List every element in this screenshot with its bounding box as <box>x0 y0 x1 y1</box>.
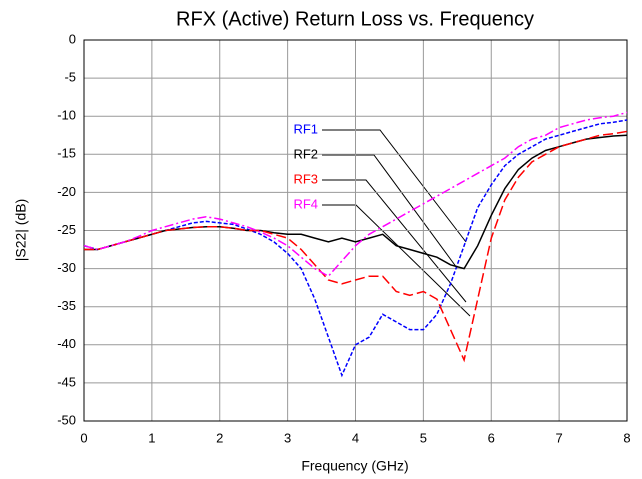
series-label: RF3 <box>293 171 318 186</box>
x-tick-label: 4 <box>352 430 359 445</box>
chart-title: RFX (Active) Return Loss vs. Frequency <box>176 8 534 30</box>
series-label: RF2 <box>293 146 318 161</box>
y-tick-label: -40 <box>57 336 76 351</box>
y-tick-label: 0 <box>69 31 76 46</box>
y-tick-label: -45 <box>57 374 76 389</box>
x-axis-label: Frequency (GHz) <box>301 458 408 474</box>
x-tick-label: 7 <box>556 430 563 445</box>
series-line <box>83 119 628 378</box>
leader-line <box>322 204 471 317</box>
y-tick-label: -10 <box>57 108 76 123</box>
y-tick-label: -50 <box>57 412 76 427</box>
series-line <box>84 130 628 363</box>
y-tick-label: -35 <box>57 298 76 313</box>
leader-line <box>322 154 458 269</box>
x-tick-label: 1 <box>148 430 155 445</box>
y-axis-label: |S22| (dB) <box>13 199 29 262</box>
y-tick-label: -30 <box>57 260 76 275</box>
x-tick-label: 2 <box>216 430 223 445</box>
series-line <box>83 111 628 278</box>
series-label: RF1 <box>293 121 318 136</box>
leader-line <box>322 179 467 303</box>
plot-frame <box>83 39 628 422</box>
y-tick-label: -25 <box>57 222 76 237</box>
x-tick-label: 5 <box>420 430 427 445</box>
x-tick-label: 8 <box>623 430 630 445</box>
series-label: RF4 <box>293 196 318 211</box>
y-tick-label: -5 <box>64 70 76 85</box>
y-tick-label: -15 <box>57 146 76 161</box>
x-tick-label: 0 <box>80 430 87 445</box>
y-tick-label: -20 <box>57 184 76 199</box>
leader-line <box>322 129 467 243</box>
x-tick-label: 6 <box>488 430 495 445</box>
x-tick-label: 3 <box>284 430 291 445</box>
